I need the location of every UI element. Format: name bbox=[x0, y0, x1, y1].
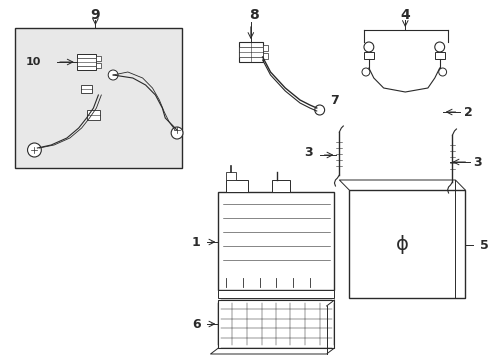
Bar bbox=[81, 85, 92, 93]
Text: 3: 3 bbox=[472, 156, 481, 168]
Text: 2: 2 bbox=[463, 105, 472, 118]
Bar bbox=[218, 290, 334, 298]
Bar bbox=[218, 192, 334, 290]
Bar bbox=[262, 53, 267, 59]
Bar bbox=[226, 172, 236, 180]
Text: 9: 9 bbox=[90, 8, 100, 22]
Bar bbox=[434, 52, 444, 59]
Text: 5: 5 bbox=[479, 239, 488, 252]
Bar bbox=[239, 42, 262, 62]
Text: 10: 10 bbox=[26, 57, 41, 67]
Bar bbox=[348, 190, 465, 298]
Circle shape bbox=[108, 70, 118, 80]
Bar bbox=[218, 300, 334, 348]
Circle shape bbox=[363, 42, 373, 52]
Text: 3: 3 bbox=[304, 145, 312, 158]
Circle shape bbox=[171, 127, 183, 139]
Bar bbox=[96, 56, 101, 61]
Bar bbox=[239, 47, 262, 57]
Bar bbox=[86, 110, 100, 120]
Text: 8: 8 bbox=[248, 8, 258, 22]
Text: 1: 1 bbox=[191, 235, 200, 248]
Bar bbox=[77, 58, 96, 66]
Bar bbox=[363, 52, 373, 59]
Bar bbox=[226, 180, 247, 192]
Bar bbox=[15, 28, 182, 168]
Bar bbox=[77, 54, 96, 70]
Bar bbox=[96, 63, 101, 68]
Text: 7: 7 bbox=[330, 94, 339, 107]
Circle shape bbox=[314, 105, 324, 115]
Text: 4: 4 bbox=[400, 8, 409, 22]
Circle shape bbox=[434, 42, 444, 52]
Circle shape bbox=[27, 143, 41, 157]
Bar bbox=[262, 45, 267, 51]
Circle shape bbox=[438, 68, 446, 76]
Circle shape bbox=[361, 68, 369, 76]
Bar bbox=[272, 180, 289, 192]
Text: 6: 6 bbox=[192, 318, 200, 330]
Text: ϕ: ϕ bbox=[395, 234, 408, 253]
